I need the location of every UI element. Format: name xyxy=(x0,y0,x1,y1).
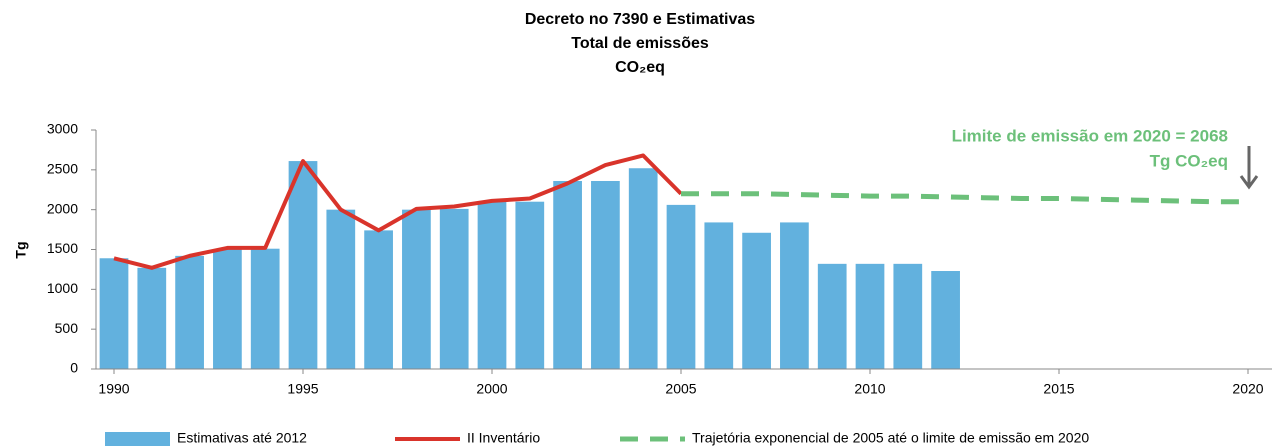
y-tick-label: 1500 xyxy=(47,240,78,256)
bar xyxy=(175,255,204,369)
bar xyxy=(704,222,734,369)
bar xyxy=(628,168,658,369)
bar xyxy=(99,258,129,369)
bar xyxy=(515,201,545,369)
y-tick-label: 2000 xyxy=(47,200,78,216)
x-tick-label: 1995 xyxy=(287,381,318,397)
bar xyxy=(213,249,242,369)
chart-title: Decreto no 7390 e Estimativas xyxy=(525,11,755,28)
dashed-line xyxy=(681,191,1248,205)
bar xyxy=(817,263,847,369)
annotation: Limite de emissão em 2020 = 2068 xyxy=(952,126,1228,145)
y-tick-label: 3000 xyxy=(47,121,78,137)
bar xyxy=(439,208,469,369)
x-tick-label: 2015 xyxy=(1043,381,1074,397)
x-tick-label: 2010 xyxy=(854,381,885,397)
y-axis-label: Tg xyxy=(13,241,29,258)
legend-label: II Inventário xyxy=(467,430,540,446)
bar xyxy=(742,232,771,369)
bar xyxy=(666,204,696,369)
bar xyxy=(855,263,885,369)
y-tick-label: 2500 xyxy=(47,161,78,177)
chart-title: CO₂eq xyxy=(615,59,665,76)
bar xyxy=(402,209,431,369)
y-tick-label: 0 xyxy=(70,360,78,376)
y-tick-label: 1000 xyxy=(47,280,78,296)
line xyxy=(113,153,683,270)
x-tick-label: 1990 xyxy=(98,381,129,397)
bar xyxy=(931,271,960,369)
bar xyxy=(477,201,507,369)
legend-label: Estimativas até 2012 xyxy=(177,430,307,446)
x-tick-label: 2005 xyxy=(665,381,696,397)
x-tick-label: 2020 xyxy=(1232,381,1263,397)
y-tick-label: 500 xyxy=(55,320,79,336)
bar xyxy=(591,180,620,369)
annotation: Tg CO₂eq xyxy=(1150,151,1228,170)
bar xyxy=(288,161,318,369)
bar xyxy=(137,267,167,369)
bar xyxy=(780,222,809,369)
chart-title: Total de emissões xyxy=(571,35,709,52)
x-tick-label: 2000 xyxy=(476,381,507,397)
arrow xyxy=(1239,146,1259,190)
legend-label: Trajetória exponencial de 2005 até o lim… xyxy=(692,430,1089,446)
bar xyxy=(364,230,393,369)
bar xyxy=(326,209,356,369)
bar xyxy=(893,263,923,369)
legend-swatch xyxy=(105,432,170,446)
bar xyxy=(553,180,582,369)
bar xyxy=(250,248,280,369)
